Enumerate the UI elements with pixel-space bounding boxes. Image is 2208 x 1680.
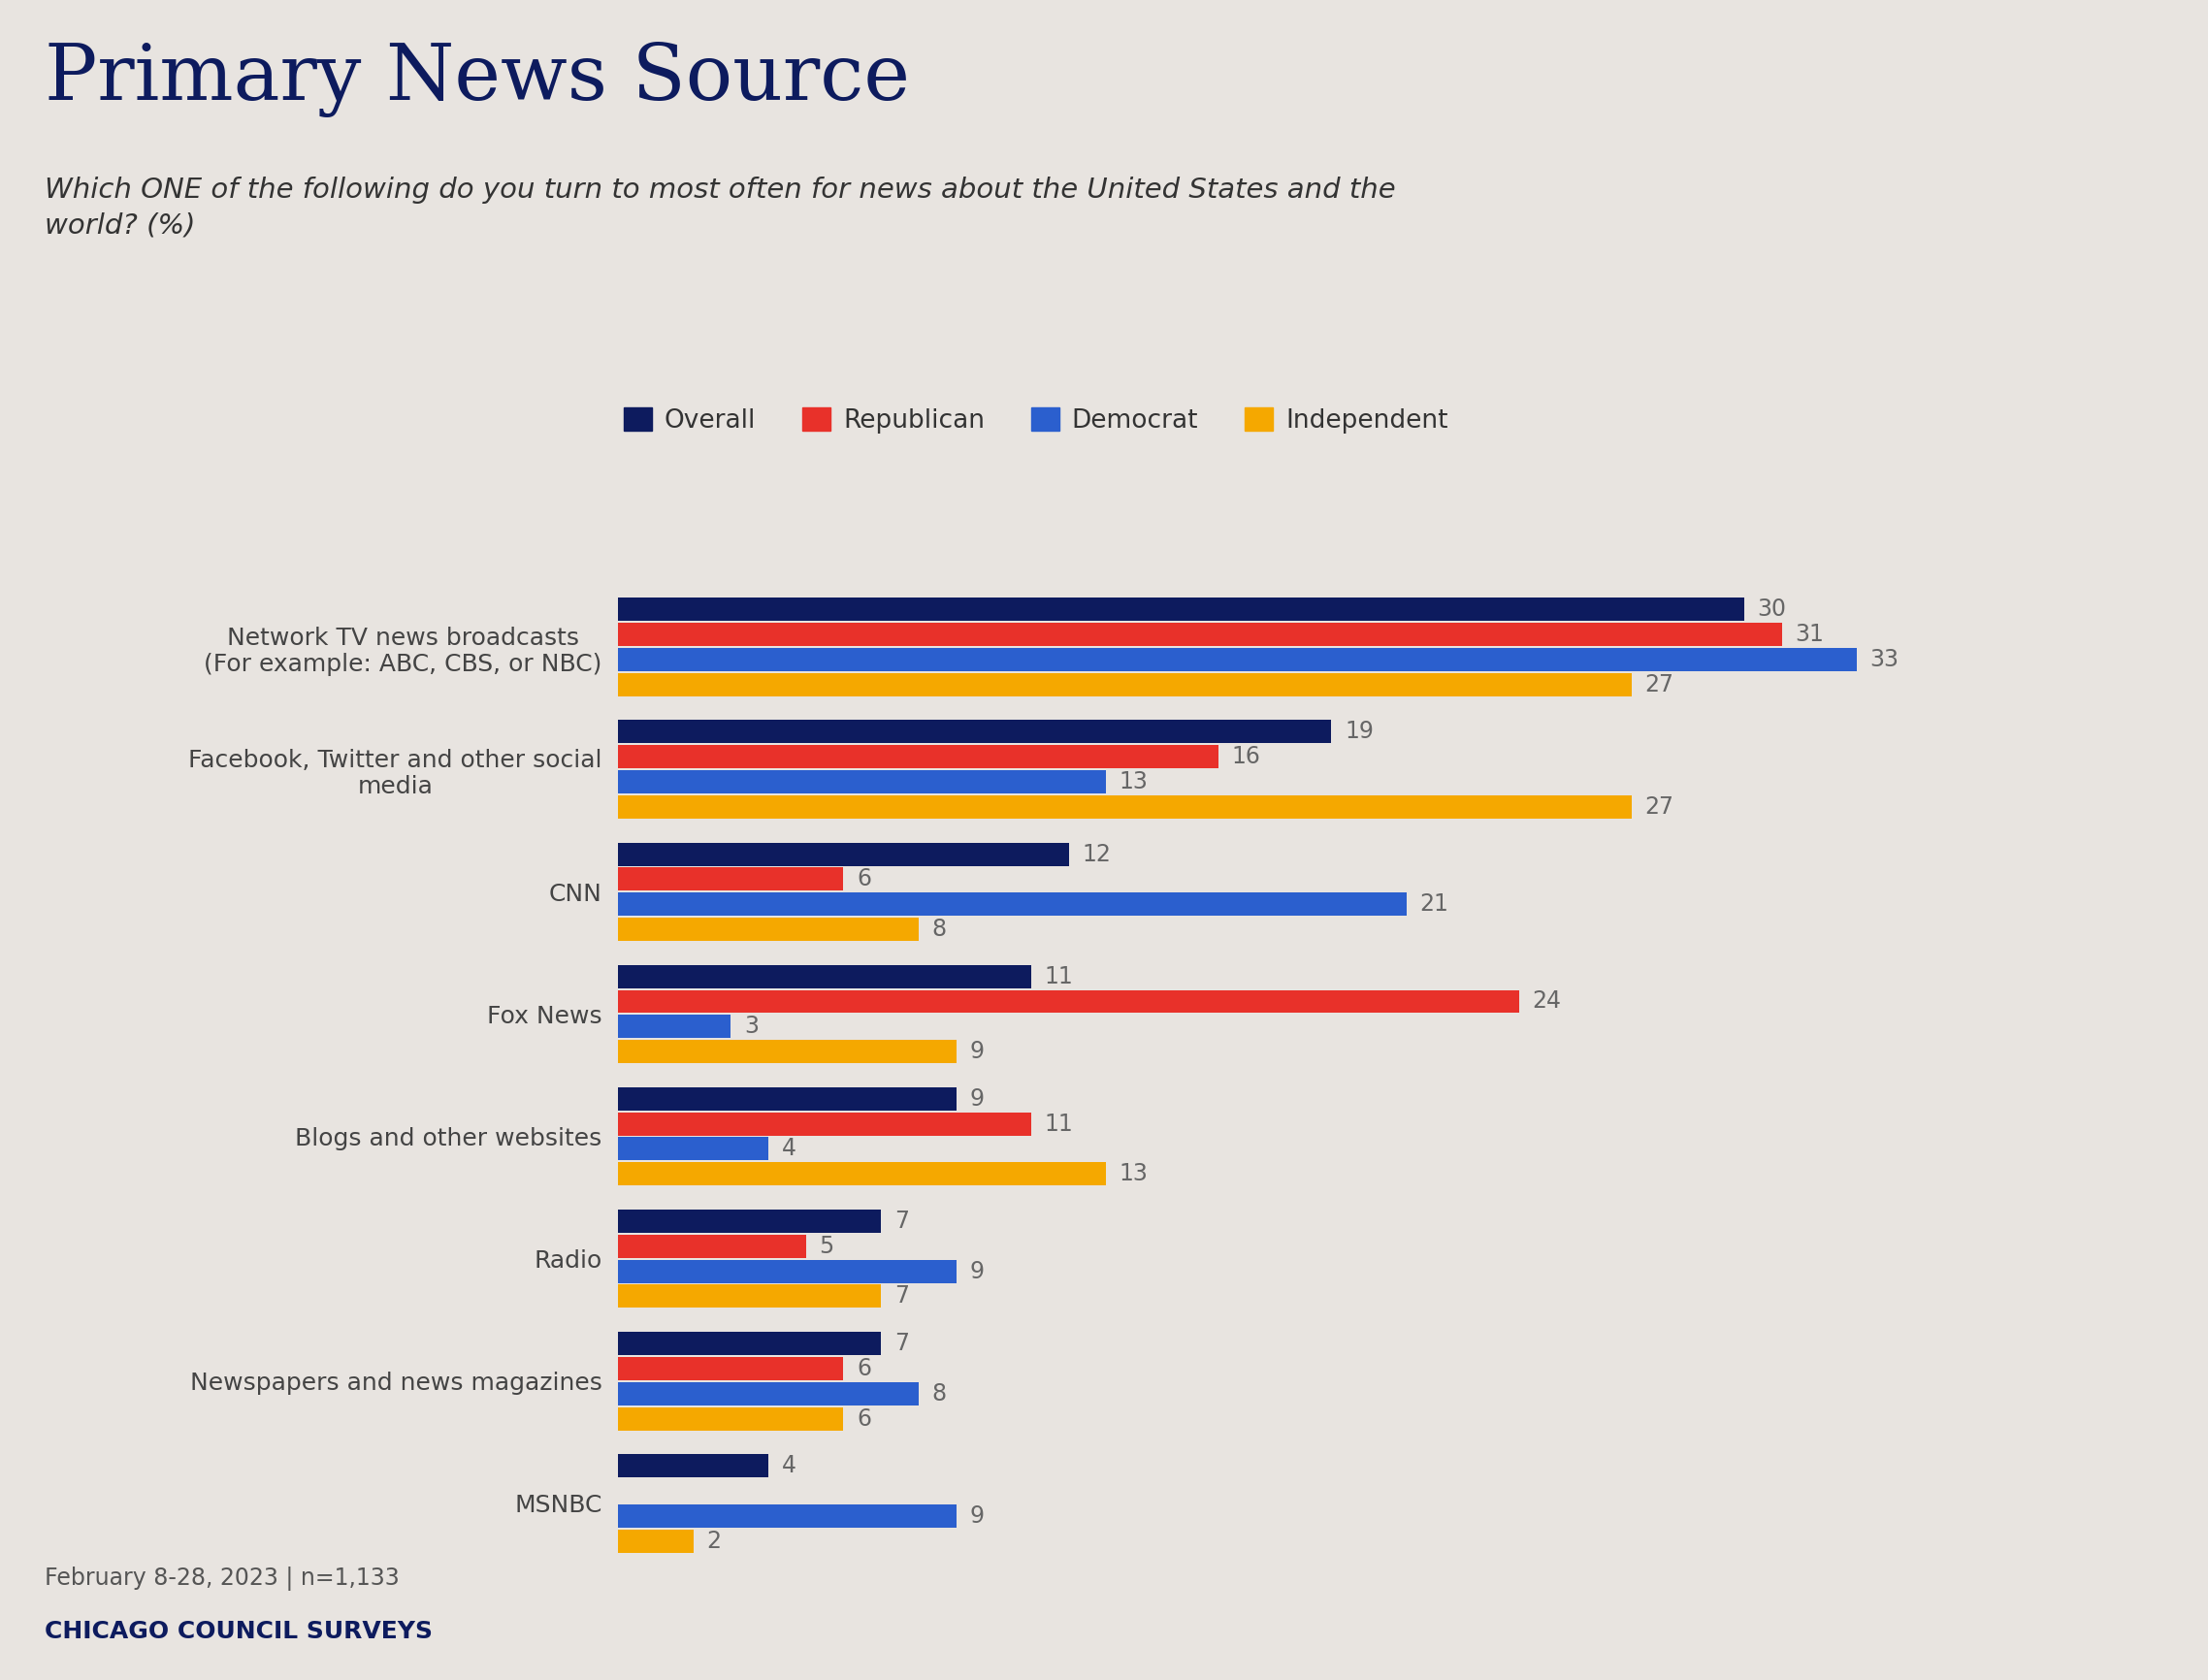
Bar <box>618 1112 1031 1136</box>
Bar <box>618 1455 768 1477</box>
Bar <box>618 1285 881 1309</box>
Bar <box>618 1137 768 1161</box>
Bar <box>618 1408 843 1430</box>
Text: February 8-28, 2023 | n=1,133: February 8-28, 2023 | n=1,133 <box>44 1567 400 1591</box>
Bar <box>618 917 919 941</box>
Bar <box>618 623 1782 647</box>
Text: 7: 7 <box>894 1210 910 1233</box>
Text: 9: 9 <box>969 1260 985 1284</box>
Text: 6: 6 <box>857 1357 872 1381</box>
Text: 8: 8 <box>932 917 947 941</box>
Text: 9: 9 <box>969 1087 985 1110</box>
Text: 21: 21 <box>1420 892 1448 916</box>
Text: 11: 11 <box>1044 964 1073 988</box>
Bar <box>618 1087 956 1110</box>
Bar <box>618 867 843 890</box>
Text: 6: 6 <box>857 867 872 890</box>
Bar <box>618 1235 806 1258</box>
Bar <box>618 1210 881 1233</box>
Text: 27: 27 <box>1645 674 1674 696</box>
Text: 9: 9 <box>969 1040 985 1063</box>
Text: 13: 13 <box>1119 1163 1148 1186</box>
Bar <box>618 1383 919 1404</box>
Bar <box>618 1163 1106 1186</box>
Text: 8: 8 <box>932 1383 947 1404</box>
Text: 4: 4 <box>782 1137 797 1161</box>
Text: 30: 30 <box>1758 598 1786 622</box>
Legend: Overall, Republican, Democrat, Independent: Overall, Republican, Democrat, Independe… <box>623 408 1448 433</box>
Text: 13: 13 <box>1119 769 1148 793</box>
Text: 6: 6 <box>857 1408 872 1430</box>
Text: 12: 12 <box>1082 842 1111 865</box>
Text: 7: 7 <box>894 1332 910 1356</box>
Bar <box>618 721 1331 743</box>
Bar <box>618 1504 956 1527</box>
Text: 4: 4 <box>782 1455 797 1477</box>
Text: 27: 27 <box>1645 795 1674 818</box>
Bar <box>618 1332 881 1356</box>
Bar <box>618 674 1632 696</box>
Text: 24: 24 <box>1532 990 1561 1013</box>
Text: 11: 11 <box>1044 1112 1073 1136</box>
Bar <box>618 1357 843 1379</box>
Bar <box>618 1040 956 1063</box>
Bar <box>618 771 1106 793</box>
Bar <box>618 648 1857 672</box>
Bar <box>618 746 1219 768</box>
Bar <box>618 598 1744 622</box>
Bar <box>618 1015 731 1038</box>
Bar <box>618 990 1519 1013</box>
Text: 31: 31 <box>1795 623 1824 647</box>
Text: 16: 16 <box>1232 746 1261 768</box>
Bar <box>618 1260 956 1284</box>
Text: 2: 2 <box>707 1529 722 1552</box>
Bar <box>618 842 1069 865</box>
Bar <box>618 1529 693 1552</box>
Text: Which ONE of the following do you turn to most often for news about the United S: Which ONE of the following do you turn t… <box>44 176 1395 239</box>
Text: 33: 33 <box>1870 648 1899 672</box>
Bar <box>618 795 1632 818</box>
Bar <box>618 964 1031 988</box>
Text: Primary News Source: Primary News Source <box>44 42 910 118</box>
Text: 19: 19 <box>1345 721 1373 743</box>
Text: CHICAGO COUNCIL SURVEYS: CHICAGO COUNCIL SURVEYS <box>44 1620 433 1643</box>
Text: 5: 5 <box>819 1235 835 1258</box>
Text: 3: 3 <box>744 1015 760 1038</box>
Text: 7: 7 <box>894 1285 910 1309</box>
Text: 9: 9 <box>969 1504 985 1527</box>
Bar <box>618 892 1406 916</box>
